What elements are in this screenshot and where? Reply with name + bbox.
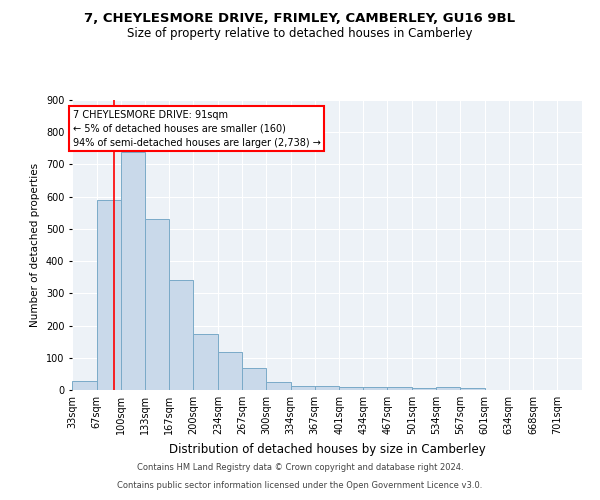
Bar <box>145 219 169 390</box>
Text: Contains public sector information licensed under the Open Government Licence v3: Contains public sector information licen… <box>118 481 482 490</box>
Text: 7 CHEYLESMORE DRIVE: 91sqm
← 5% of detached houses are smaller (160)
94% of semi: 7 CHEYLESMORE DRIVE: 91sqm ← 5% of detac… <box>73 110 320 148</box>
Bar <box>97 200 121 390</box>
Bar <box>364 387 387 390</box>
Bar <box>340 387 364 390</box>
Bar <box>72 382 97 390</box>
Bar <box>460 388 485 390</box>
Y-axis label: Number of detached properties: Number of detached properties <box>31 163 40 327</box>
Bar <box>193 334 218 390</box>
Bar <box>266 382 290 390</box>
Text: 7, CHEYLESMORE DRIVE, FRIMLEY, CAMBERLEY, GU16 9BL: 7, CHEYLESMORE DRIVE, FRIMLEY, CAMBERLEY… <box>85 12 515 26</box>
X-axis label: Distribution of detached houses by size in Camberley: Distribution of detached houses by size … <box>169 442 485 456</box>
Bar <box>290 386 314 390</box>
Bar <box>314 386 340 390</box>
Bar <box>169 280 193 390</box>
Text: Contains HM Land Registry data © Crown copyright and database right 2024.: Contains HM Land Registry data © Crown c… <box>137 464 463 472</box>
Text: Size of property relative to detached houses in Camberley: Size of property relative to detached ho… <box>127 28 473 40</box>
Bar <box>387 388 412 390</box>
Bar <box>436 388 460 390</box>
Bar <box>412 388 436 390</box>
Bar <box>218 352 242 390</box>
Bar <box>242 368 266 390</box>
Bar <box>121 152 145 390</box>
